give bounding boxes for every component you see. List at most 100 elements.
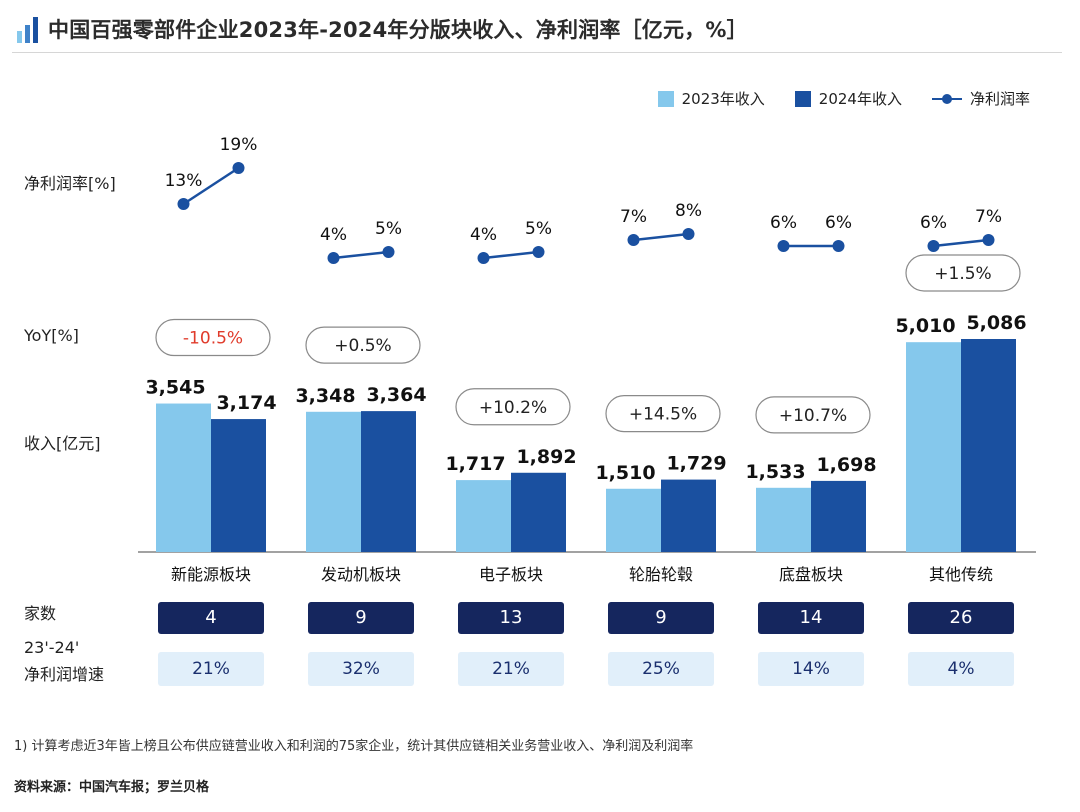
bar-value-label-2023-5: 5,010 — [895, 315, 955, 337]
bar-value-label-2024-4: 1,698 — [816, 454, 876, 476]
row-label-yoy: YoY[%] — [24, 326, 79, 345]
revenue-margin-chart: 3,545 3,174 新能源板块 -10.5% 13% 19% 3,348 3,364 发动机… — [138, 135, 1036, 584]
margin-point-2024-0 — [232, 162, 245, 174]
bar-2024-3 — [661, 479, 716, 552]
margin-label-2024-2: 5% — [525, 219, 552, 239]
margin-label-2023-0: 13% — [165, 171, 203, 191]
yoy-label-5: +1.5% — [934, 264, 991, 284]
margin-label-2023-5: 6% — [920, 213, 947, 233]
yoy-pill-0 — [155, 318, 271, 357]
row-label-net-margin: 净利润率[%] — [24, 174, 116, 193]
bar-2023-3 — [606, 488, 661, 552]
margin-label-2023-1: 4% — [320, 225, 347, 245]
margin-point-2023-2 — [477, 252, 490, 264]
row-label-company-count: 家数 — [24, 604, 57, 623]
margin-point-2024-3 — [682, 228, 695, 240]
category-label-2: 电子板块 — [479, 565, 543, 584]
bar-value-label-2024-1: 3,364 — [366, 384, 426, 406]
margin-label-2024-5: 7% — [975, 207, 1002, 227]
bar-2023-5 — [906, 342, 961, 552]
bar-value-label-2024-5: 5,086 — [966, 312, 1026, 334]
yoy-label-1: +0.5% — [334, 336, 391, 356]
company-count-box-4: 14 — [758, 602, 864, 634]
margin-point-2023-1 — [327, 252, 340, 264]
net-profit-growth-box-4: 14% — [758, 652, 864, 686]
legend-label-margin: 净利润率 — [969, 90, 1030, 108]
margin-point-2023-3 — [627, 234, 640, 246]
bar-2024-4 — [811, 480, 866, 552]
title-bar: 中国百强零部件企业2023年-2024年分版块收入、净利润率［亿元，%］ — [12, 10, 1062, 53]
legend-item-margin: 净利润率 — [931, 88, 1030, 109]
bar-2023-2 — [456, 480, 511, 552]
legend: 2023年收入 2024年收入 净利润率 — [628, 88, 1030, 109]
net-profit-growth-box-0: 21% — [158, 652, 264, 686]
legend-item-2023: 2023年收入 — [657, 88, 765, 109]
category-label-3: 轮胎轮毂 — [629, 565, 693, 584]
bar-value-label-2023-1: 3,348 — [295, 385, 355, 407]
margin-label-2024-4: 6% — [825, 213, 852, 233]
margin-label-2024-1: 5% — [375, 219, 402, 239]
margin-label-2023-3: 7% — [620, 207, 647, 227]
category-label-0: 新能源板块 — [171, 565, 251, 584]
margin-point-2023-0 — [177, 198, 190, 210]
yoy-pill-4 — [755, 396, 871, 434]
row-label-growth-period: 23'-24' — [24, 638, 80, 657]
margin-label-2023-2: 4% — [470, 225, 497, 245]
company-count-box-3: 9 — [608, 602, 714, 634]
bar-2023-0 — [156, 403, 211, 552]
legend-item-2024: 2024年收入 — [794, 88, 902, 109]
yoy-pill-1 — [305, 326, 421, 364]
bar-value-label-2023-0: 3,545 — [145, 377, 205, 399]
category-label-1: 发动机板块 — [321, 565, 401, 584]
net-profit-growth-box-2: 21% — [458, 652, 564, 686]
margin-line-5 — [933, 238, 989, 248]
category-label-5: 其他传统 — [929, 565, 993, 584]
page-title: 中国百强零部件企业2023年-2024年分版块收入、净利润率［亿元，%］ — [48, 18, 748, 42]
legend-swatch-2024 — [794, 90, 811, 107]
yoy-pill-3 — [605, 394, 721, 433]
bar-2024-5 — [961, 339, 1016, 552]
margin-line-3 — [633, 232, 689, 242]
bar-chart-icon — [17, 17, 38, 43]
bar-value-label-2024-3: 1,729 — [666, 453, 726, 475]
margin-point-2024-4 — [832, 240, 845, 252]
legend-label-2024: 2024年收入 — [818, 90, 902, 108]
company-count-box-1: 9 — [308, 602, 414, 634]
bar-value-label-2024-2: 1,892 — [516, 446, 576, 468]
row-label-profit-growth: 净利润增速 — [24, 665, 105, 684]
legend-line-marker-icon — [931, 91, 962, 107]
bar-2023-1 — [306, 411, 361, 552]
yoy-pill-2 — [455, 388, 571, 426]
legend-label-2023: 2023年收入 — [681, 90, 765, 108]
legend-swatch-2023 — [657, 90, 674, 107]
row-label-revenue: 收入[亿元] — [24, 434, 101, 453]
margin-line-0 — [182, 166, 240, 206]
bar-2023-4 — [756, 487, 811, 552]
bar-2024-2 — [511, 472, 566, 552]
company-count-box-2: 13 — [458, 602, 564, 634]
company-count-box-5: 26 — [908, 602, 1014, 634]
net-profit-growth-box-3: 25% — [608, 652, 714, 686]
bar-2024-1 — [361, 411, 416, 552]
footnote: 1) 计算考虑近3年皆上榜且公布供应链营业收入和利润的75家企业，统计其供应链相… — [14, 739, 694, 754]
bar-2024-0 — [211, 419, 266, 552]
net-profit-growth-box-5: 4% — [908, 652, 1014, 686]
bar-value-label-2023-2: 1,717 — [445, 453, 505, 475]
margin-label-2024-3: 8% — [675, 201, 702, 221]
margin-point-2024-2 — [532, 246, 545, 258]
source-note: 资料来源：中国汽车报；罗兰贝格 — [14, 780, 210, 795]
yoy-label-4: +10.7% — [779, 406, 847, 426]
yoy-label-0: -10.5% — [183, 329, 243, 349]
company-count-box-0: 4 — [158, 602, 264, 634]
margin-label-2024-0: 19% — [220, 135, 258, 155]
net-profit-growth-box-1: 32% — [308, 652, 414, 686]
yoy-label-2: +10.2% — [479, 398, 547, 418]
margin-point-2024-5 — [982, 234, 995, 246]
bar-value-label-2023-4: 1,533 — [745, 461, 805, 483]
yoy-pill-5 — [905, 254, 1021, 292]
category-label-4: 底盘板块 — [779, 565, 843, 584]
margin-point-2023-5 — [927, 240, 940, 252]
margin-line-2 — [483, 250, 539, 260]
bar-value-label-2023-3: 1,510 — [595, 462, 655, 484]
margin-line-1 — [333, 250, 389, 260]
